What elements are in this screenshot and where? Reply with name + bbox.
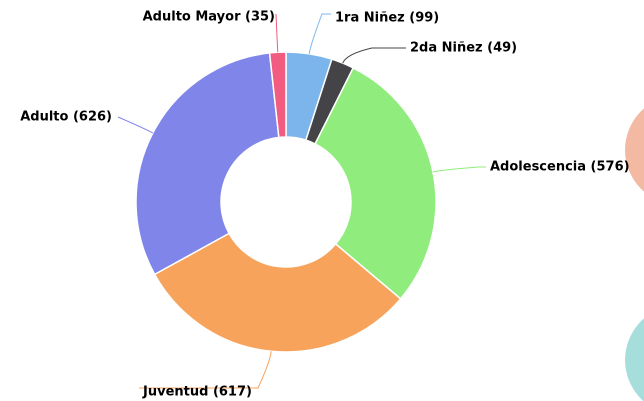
decor-circle	[625, 108, 644, 192]
connector	[275, 13, 279, 53]
connector	[139, 351, 272, 389]
data-label: Adolescencia (576)	[490, 160, 630, 175]
data-label: 2da Niñez (49)	[410, 41, 517, 56]
data-label: Adulto Mayor (35)	[143, 10, 275, 25]
connector	[308, 13, 331, 54]
slice	[314, 66, 437, 300]
slice	[135, 52, 280, 276]
connector	[117, 116, 154, 134]
data-label: Adulto (626)	[20, 110, 112, 125]
decor-circle	[625, 318, 644, 401]
connector	[432, 166, 486, 173]
data-label: 1ra Niñez (99)	[335, 11, 439, 26]
pie: 1ra Niñez (99) 2da Niñez (49) Adolescencia…	[20, 10, 629, 400]
data-label: Juventud (617)	[142, 385, 252, 400]
connector	[342, 47, 406, 64]
slice	[268, 51, 287, 139]
slice	[153, 232, 402, 353]
